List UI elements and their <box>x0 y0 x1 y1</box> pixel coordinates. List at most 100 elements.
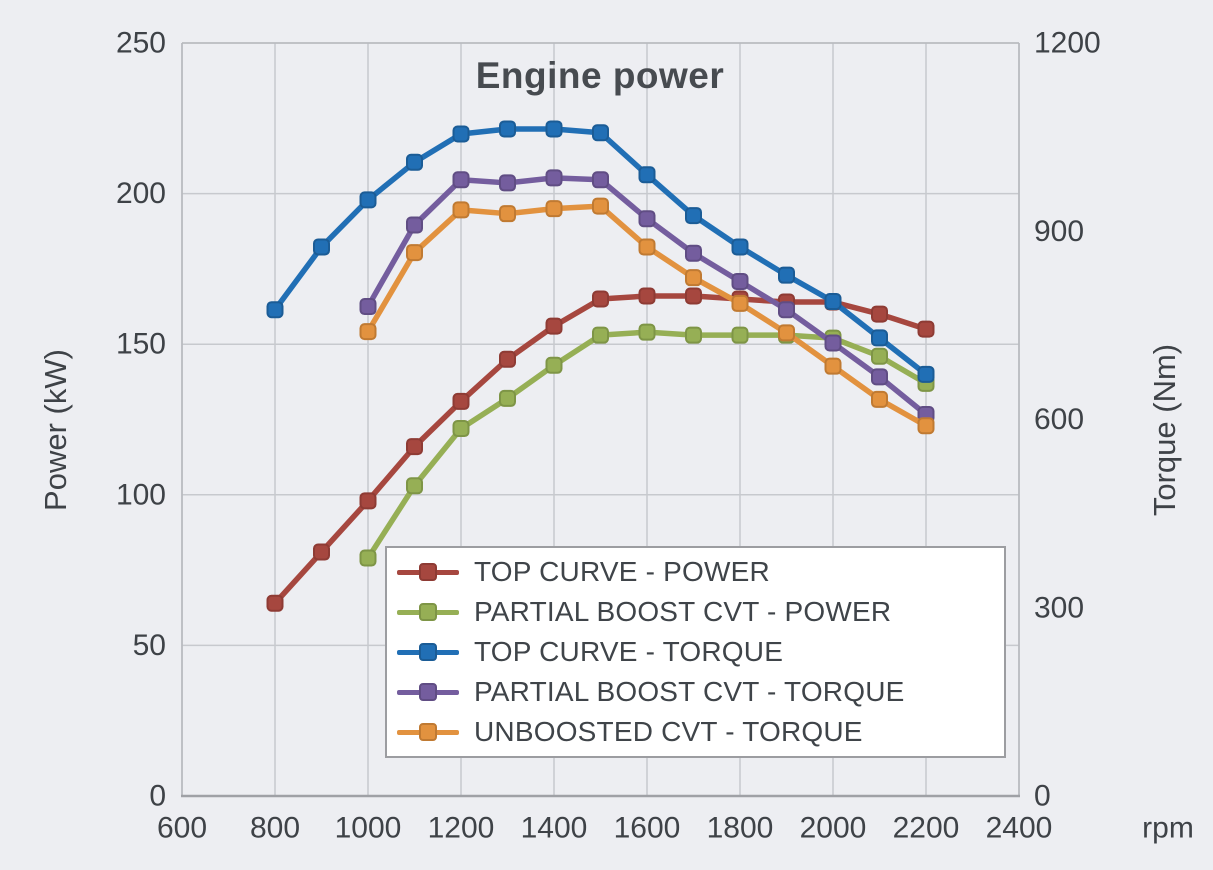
marker-partial-boost-cvt-torque <box>731 272 749 290</box>
y-right-tick-label: 900 <box>1034 215 1084 248</box>
marker-partial-boost-cvt-torque <box>824 334 842 352</box>
x-tick-label: 1400 <box>521 812 588 845</box>
marker-top-curve-power <box>313 543 330 561</box>
legend-label: PARTIAL BOOST CVT - TORQUE <box>474 676 905 707</box>
marker-top-curve-torque <box>499 120 516 138</box>
marker-partial-boost-cvt-torque <box>545 169 563 187</box>
marker-unboosted-cvt-torque <box>452 201 470 219</box>
marker-unboosted-cvt-torque <box>917 417 935 435</box>
marker-unboosted-cvt-torque <box>685 269 702 287</box>
marker-top-curve-torque <box>313 238 330 256</box>
y-right-tick-label: 1200 <box>1034 27 1101 60</box>
y-right-tick-label: 600 <box>1034 403 1084 436</box>
marker-top-curve-torque <box>685 207 702 225</box>
marker-top-curve-torque <box>638 166 656 184</box>
legend-square-marker-icon <box>419 643 437 661</box>
legend-item-partial-boost-cvt-torque: PARTIAL BOOST CVT - TORQUE <box>397 672 1004 712</box>
legend-swatch <box>397 562 459 582</box>
marker-partial-boost-cvt-power <box>592 326 609 344</box>
marker-unboosted-cvt-torque <box>499 205 516 223</box>
marker-unboosted-cvt-torque <box>592 197 609 215</box>
y-left-tick-label: 50 <box>133 629 166 662</box>
marker-partial-boost-cvt-torque <box>359 298 377 316</box>
marker-unboosted-cvt-torque <box>778 324 795 342</box>
x-tick-label: 2400 <box>986 812 1053 845</box>
marker-partial-boost-cvt-torque <box>592 171 609 189</box>
marker-partial-boost-cvt-torque <box>499 174 516 192</box>
marker-partial-boost-cvt-torque <box>406 216 423 234</box>
y-right-tick-label: 0 <box>1034 780 1051 813</box>
marker-partial-boost-cvt-torque <box>452 171 470 189</box>
marker-top-curve-torque <box>731 238 749 256</box>
marker-partial-boost-cvt-torque <box>638 210 656 228</box>
marker-unboosted-cvt-torque <box>824 357 842 375</box>
legend-item-partial-boost-cvt-power: PARTIAL BOOST CVT - POWER <box>397 592 1004 632</box>
y-left-tick-label: 200 <box>116 177 166 210</box>
marker-partial-boost-cvt-power <box>731 326 749 344</box>
marker-top-curve-power <box>545 317 563 335</box>
legend: TOP CURVE - POWER PARTIAL BOOST CVT - PO… <box>385 546 1006 758</box>
legend-swatch <box>397 602 459 622</box>
x-tick-label: 800 <box>250 812 300 845</box>
marker-top-curve-power <box>917 320 935 338</box>
marker-top-curve-power <box>871 305 888 323</box>
marker-top-curve-torque <box>871 329 888 347</box>
legend-label: PARTIAL BOOST CVT - POWER <box>474 596 892 627</box>
marker-partial-boost-cvt-power <box>499 389 516 407</box>
marker-unboosted-cvt-torque <box>638 238 656 256</box>
marker-top-curve-power <box>499 350 516 368</box>
chart-title: Engine power <box>475 55 725 96</box>
legend-swatch <box>397 642 459 662</box>
y-left-tick-label: 150 <box>116 328 166 361</box>
marker-top-curve-torque <box>545 120 563 138</box>
marker-unboosted-cvt-torque <box>359 323 377 341</box>
marker-unboosted-cvt-torque <box>406 244 423 262</box>
x-tick-label: 2000 <box>800 812 867 845</box>
marker-partial-boost-cvt-power <box>685 326 702 344</box>
x-tick-label: 1800 <box>707 812 774 845</box>
y-right-axis-title: Torque (Nm) <box>1147 343 1182 517</box>
marker-partial-boost-cvt-power <box>452 420 470 438</box>
marker-partial-boost-cvt-torque <box>778 301 795 319</box>
y-left-axis-title: Power (kW) <box>38 349 73 511</box>
marker-unboosted-cvt-torque <box>871 390 888 408</box>
marker-top-curve-torque <box>359 191 377 209</box>
legend-square-marker-icon <box>419 603 437 621</box>
x-tick-label: 1000 <box>335 812 402 845</box>
x-tick-label: 600 <box>157 812 207 845</box>
marker-partial-boost-cvt-power <box>359 549 377 567</box>
marker-top-curve-power <box>406 438 423 456</box>
legend-swatch <box>397 682 459 702</box>
marker-top-curve-torque <box>406 153 423 171</box>
legend-square-marker-icon <box>419 563 437 581</box>
x-axis-unit-label: rpm <box>1142 812 1194 845</box>
legend-item-top-curve-torque: TOP CURVE - TORQUE <box>397 632 1004 672</box>
y-right-tick-label: 300 <box>1034 591 1084 624</box>
marker-partial-boost-cvt-power <box>638 323 656 341</box>
marker-top-curve-torque <box>452 125 470 143</box>
marker-unboosted-cvt-torque <box>545 200 563 218</box>
marker-partial-boost-cvt-power <box>545 356 563 374</box>
legend-label: UNBOOSTED CVT - TORQUE <box>474 716 863 747</box>
x-tick-label: 1600 <box>614 812 681 845</box>
marker-top-curve-torque <box>824 293 842 311</box>
legend-label: TOP CURVE - POWER <box>474 556 770 587</box>
marker-top-curve-torque <box>917 365 935 383</box>
marker-top-curve-power <box>452 392 470 410</box>
marker-top-curve-power <box>685 287 702 305</box>
marker-top-curve-power <box>592 290 609 308</box>
x-tick-label: 1200 <box>428 812 495 845</box>
legend-square-marker-icon <box>419 683 437 701</box>
marker-top-curve-torque <box>592 124 609 142</box>
marker-partial-boost-cvt-torque <box>871 368 888 386</box>
marker-top-curve-power <box>359 492 377 510</box>
marker-partial-boost-cvt-power <box>406 477 423 495</box>
y-left-tick-label: 0 <box>149 780 166 813</box>
marker-top-curve-power <box>266 594 284 612</box>
legend-item-top-curve-power: TOP CURVE - POWER <box>397 552 1004 592</box>
marker-unboosted-cvt-torque <box>731 294 749 312</box>
legend-square-marker-icon <box>419 723 437 741</box>
legend-item-unboosted-cvt-torque: UNBOOSTED CVT - TORQUE <box>397 712 1004 752</box>
